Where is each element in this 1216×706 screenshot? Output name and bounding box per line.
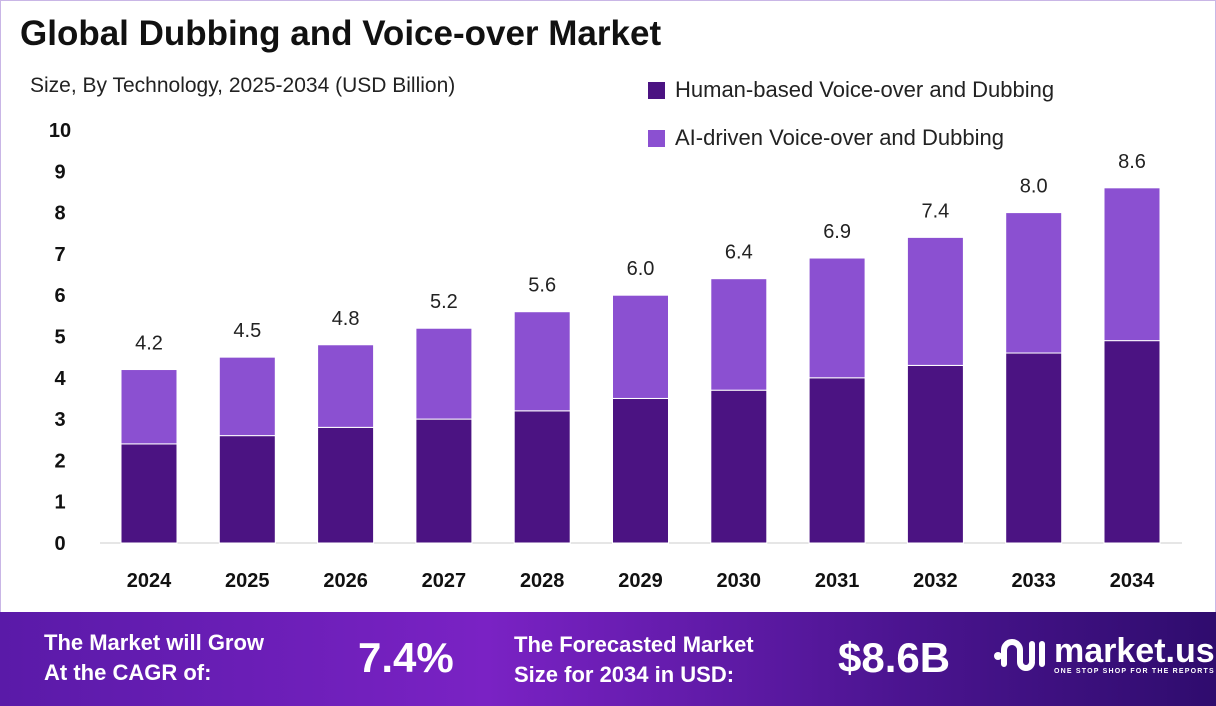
- x-tick-label: 2025: [225, 570, 270, 592]
- data-label-total: 4.5: [233, 320, 261, 342]
- bar-human: [906, 364, 964, 544]
- market-us-logo: market.us ONE STOP SHOP FOR THE REPORTS: [992, 632, 1215, 676]
- y-tick-label: 0: [54, 533, 65, 555]
- footer-banner: The Market will Grow At the CAGR of: 7.4…: [0, 612, 1216, 706]
- bar-ai: [906, 236, 964, 366]
- data-label-total: 5.6: [528, 275, 556, 297]
- bar-human: [218, 435, 276, 544]
- y-tick-label: 4: [54, 368, 66, 390]
- y-tick-label: 5: [54, 327, 65, 349]
- logo-icon: [994, 639, 1045, 671]
- bar-human: [710, 389, 768, 544]
- x-tick-label: 2028: [520, 570, 565, 592]
- data-label-total: 4.2: [135, 333, 163, 355]
- bar-ai: [218, 356, 276, 437]
- chart-subtitle: Size, By Technology, 2025-2034 (USD Bill…: [30, 74, 456, 97]
- bar-human: [1005, 352, 1063, 544]
- bar-human: [415, 418, 473, 544]
- x-tick-label: 2030: [717, 570, 762, 592]
- bar-human: [120, 443, 178, 544]
- bar-ai: [1103, 187, 1161, 342]
- forecast-label: The Forecasted Market Size for 2034 in U…: [514, 630, 814, 690]
- x-tick-label: 2034: [1110, 570, 1155, 592]
- bar-ai: [808, 257, 866, 379]
- forecast-label-line: Size for 2034 in USD:: [514, 662, 735, 687]
- data-label-total: 6.4: [725, 242, 753, 264]
- forecast-label-line: The Forecasted Market: [514, 632, 754, 657]
- y-tick-label: 8: [54, 203, 65, 225]
- bar-ai: [513, 311, 571, 412]
- legend-label: Human-based Voice-over and Dubbing: [675, 77, 1055, 102]
- bar-ai: [710, 278, 768, 391]
- bar-chart: 0 1 2 3 4 5 6 7 8 9 10 4.2 2024 4.5 2025 4.8 2026 5.2 2027…: [49, 120, 1182, 592]
- cagr-label-line: At the CAGR of:: [44, 660, 212, 685]
- y-tick-label: 2: [54, 450, 65, 472]
- logo-tagline: ONE STOP SHOP FOR THE REPORTS: [1054, 667, 1215, 675]
- x-tick-label: 2031: [815, 570, 860, 592]
- legend-swatch-ai: [648, 129, 665, 147]
- bar-ai: [1005, 212, 1063, 354]
- data-label-total: 4.8: [332, 308, 360, 330]
- cagr-label-line: The Market will Grow: [44, 630, 265, 655]
- y-tick-label: 10: [49, 120, 71, 142]
- bar-ai: [317, 344, 375, 428]
- y-tick-label: 1: [54, 492, 65, 514]
- chart-title: Global Dubbing and Voice-over Market: [20, 14, 662, 53]
- bar-human: [808, 377, 866, 544]
- legend: Human-based Voice-over and Dubbing AI-dr…: [648, 66, 1054, 162]
- data-label-total: 7.4: [921, 200, 949, 222]
- bar-human: [513, 410, 571, 544]
- data-label-total: 5.2: [430, 291, 458, 313]
- y-tick-label: 6: [54, 285, 65, 307]
- data-label-total: 6.0: [627, 258, 655, 280]
- data-label-total: 6.9: [823, 221, 851, 243]
- bar-ai: [120, 369, 178, 445]
- bar-ai: [612, 294, 669, 399]
- cagr-value: 7.4%: [358, 634, 454, 681]
- cagr-label: The Market will Grow At the CAGR of:: [44, 628, 334, 688]
- logo-name: market.us: [1054, 631, 1215, 670]
- x-tick-label: 2026: [323, 570, 368, 592]
- legend-item-human: Human-based Voice-over and Dubbing: [648, 66, 1054, 114]
- bar-ai: [415, 327, 473, 420]
- forecast-value: $8.6B: [838, 634, 951, 681]
- x-tick-label: 2027: [422, 570, 467, 592]
- y-tick-label: 9: [54, 161, 65, 183]
- legend-label: AI-driven Voice-over and Dubbing: [675, 125, 1004, 150]
- x-tick-label: 2024: [127, 570, 172, 592]
- y-tick-label: 3: [54, 409, 65, 431]
- x-tick-label: 2033: [1011, 570, 1056, 592]
- data-label-total: 8.0: [1020, 176, 1048, 198]
- y-tick-label: 7: [54, 244, 65, 266]
- bar-human: [317, 426, 375, 544]
- bar-human: [1103, 340, 1161, 544]
- data-label-total: 8.6: [1118, 151, 1146, 173]
- legend-swatch-human: [648, 81, 665, 99]
- legend-item-ai: AI-driven Voice-over and Dubbing: [648, 114, 1054, 162]
- x-tick-label: 2032: [913, 570, 958, 592]
- x-tick-label: 2029: [618, 570, 663, 592]
- bar-human: [612, 397, 669, 544]
